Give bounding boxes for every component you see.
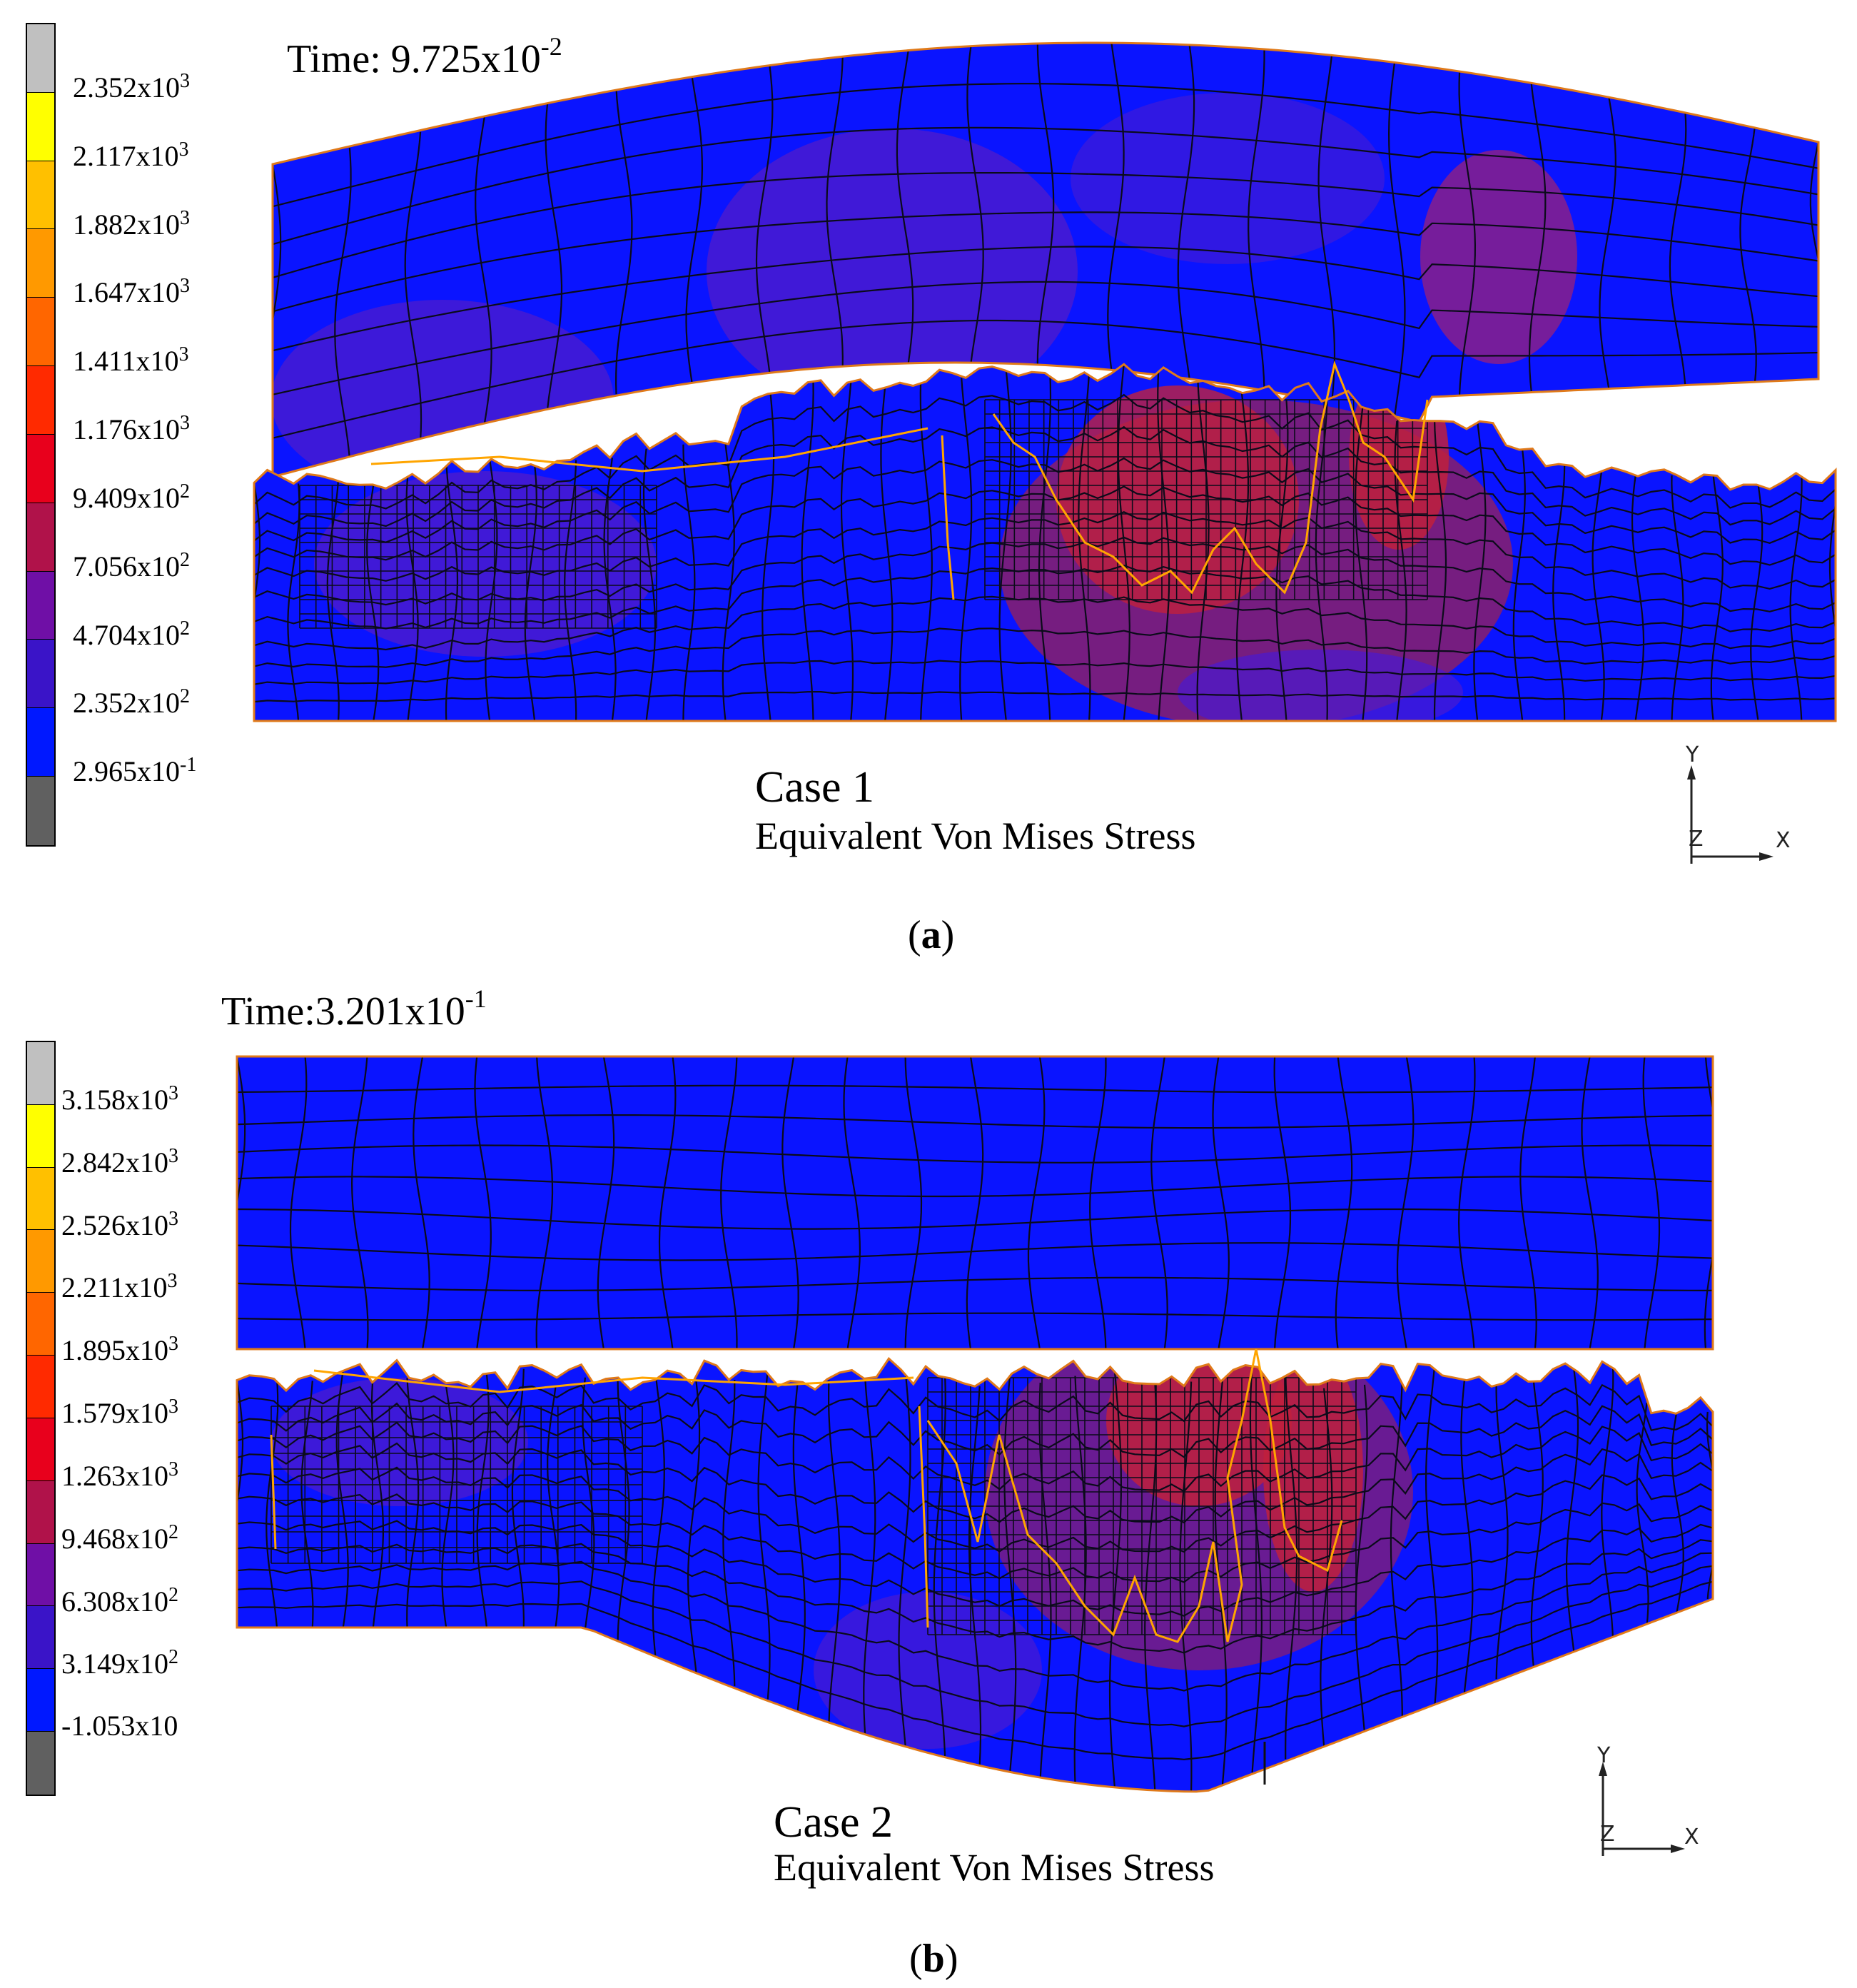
- legend-swatch: [27, 777, 54, 845]
- mesh-grid: [237, 1056, 1713, 1349]
- legend-swatch: [27, 24, 54, 93]
- upper-body-outline: [271, 41, 1820, 478]
- panel-b: Time:3.201x10-1 3.158x103 2.842x103 2.526x…: [0, 921, 1857, 1988]
- mesh-grid: [237, 1358, 1713, 1792]
- axis-z-label: Z: [1689, 827, 1704, 852]
- legend-value-label: 3.158x103: [61, 1081, 178, 1116]
- legend-colorbar: [26, 1041, 56, 1796]
- upper-body: [237, 1056, 1713, 1349]
- legend-value-label: 7.056x102: [73, 548, 190, 582]
- legend-value-label: 6.308x102: [61, 1583, 178, 1618]
- legend-value-label: 1.579x103: [61, 1396, 178, 1429]
- legend-value-label: -1.053x10: [61, 1710, 178, 1742]
- mesh-grid: [273, 43, 1818, 477]
- legend-value-label: 9.468x102: [61, 1520, 178, 1555]
- legend-value-label: 2.352x102: [73, 685, 190, 720]
- panel-tag: (b): [909, 1937, 958, 1981]
- legend-value-label: 2.211x103: [61, 1270, 178, 1304]
- axis-z-label: Z: [1600, 1822, 1615, 1847]
- contact-crack-edges: [270, 1348, 1343, 1643]
- panel-tag: (a): [908, 913, 955, 957]
- legend-swatch: [27, 1167, 54, 1231]
- fe-mesh-plot: [253, 41, 1837, 722]
- legend-value-label: 1.176x103: [73, 412, 190, 445]
- axis-y-label: Y: [1597, 1743, 1611, 1768]
- legend-value-label: 1.882x103: [73, 206, 190, 241]
- refined-mesh: [299, 399, 1428, 629]
- axis-x-label: X: [1684, 1825, 1699, 1850]
- legend-swatch: [27, 1669, 54, 1732]
- legend-value-label: 9.409x102: [73, 480, 190, 514]
- legend-swatch: [27, 1293, 54, 1356]
- legend-colorbar: [26, 23, 56, 847]
- legend-swatch: [27, 92, 54, 161]
- legend-swatch: [27, 1543, 54, 1607]
- upper-body-fill: [237, 1056, 1713, 1349]
- legend-swatch: [27, 1230, 54, 1293]
- case-title: Case 1: [755, 763, 875, 812]
- stress-contour: [1178, 650, 1463, 721]
- axis-triad-icon: [1687, 765, 1773, 864]
- legend-value-label: 3.149x102: [61, 1646, 178, 1680]
- legend-swatch: [27, 571, 54, 640]
- lower-body-outline: [253, 363, 1837, 722]
- axis-x-label: X: [1776, 828, 1791, 853]
- legend-swatch: [27, 161, 54, 230]
- legend-swatch: [27, 1104, 54, 1168]
- stress-contour: [271, 1378, 528, 1506]
- legend-swatch: [27, 1732, 54, 1795]
- lower-body: [237, 1358, 1713, 1792]
- legend-value-label: 4.704x102: [73, 617, 190, 651]
- legend-swatch: [27, 1418, 54, 1481]
- legend-swatch: [27, 1480, 54, 1544]
- upper-body: [273, 43, 1818, 477]
- case-subtitle: Equivalent Von Mises Stress: [755, 814, 1196, 857]
- axis-triad-icon: [1599, 1762, 1685, 1856]
- legend-swatch: [27, 298, 54, 367]
- legend-value-label: 2.842x103: [61, 1144, 178, 1179]
- panel-a: 2.352x103 2.117x103 1.882x103 1.647x103 1.41…: [0, 0, 1857, 957]
- case-title: Case 2: [774, 1798, 894, 1847]
- time-label: Time:3.201x10-1: [221, 984, 487, 1034]
- legend-swatch: [27, 1042, 54, 1105]
- legend-value-label: 1.895x103: [61, 1333, 178, 1367]
- legend-swatch: [27, 1356, 54, 1418]
- legend-swatch: [27, 708, 54, 777]
- contact-crack-edges: [370, 360, 1429, 600]
- stress-contour: [707, 128, 1078, 414]
- legend-value-label: 1.411x103: [73, 343, 189, 378]
- legend-swatch: [27, 1606, 54, 1670]
- time-label: Time: 9.725x10-2: [287, 32, 562, 81]
- legend-swatch: [27, 434, 54, 503]
- legend-value-label: 1.647x103: [73, 275, 190, 309]
- upper-body-outline: [236, 1055, 1714, 1351]
- legend-swatch: [27, 366, 54, 435]
- fe-mesh-plot: [236, 1055, 1714, 1793]
- legend-value-label: 1.263x103: [61, 1458, 178, 1492]
- legend-swatch: [27, 503, 54, 572]
- axis-y-label: Y: [1686, 742, 1699, 767]
- lower-body-outline: [236, 1357, 1714, 1793]
- stress-contour: [1420, 150, 1577, 364]
- legend-value-label: 2.965x10-1: [73, 754, 197, 788]
- legend-value-label: 2.117x103: [73, 138, 189, 172]
- legend-swatch: [27, 640, 54, 709]
- legend-swatch: [27, 229, 54, 298]
- case-subtitle: Equivalent Von Mises Stress: [774, 1846, 1215, 1889]
- legend-value-label: 2.352x103: [73, 69, 190, 104]
- legend-value-label: 2.526x103: [61, 1207, 178, 1241]
- stress-contour: [1071, 93, 1385, 264]
